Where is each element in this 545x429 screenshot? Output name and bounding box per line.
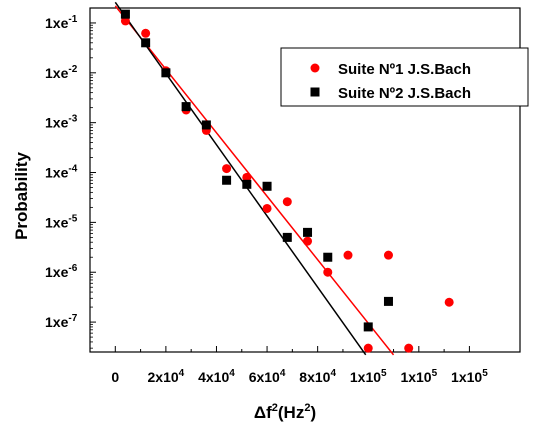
- data-points: [120, 9, 454, 353]
- y-tick-label: 1xe-5: [45, 213, 78, 230]
- y-tick-label: 1xe-6: [45, 263, 78, 280]
- legend-label-series-1: Suite Nº1 J.S.Bach: [338, 61, 471, 78]
- y-tick-label: 1xe-7: [45, 313, 78, 330]
- x-tick-label: 6x104: [249, 368, 286, 385]
- data-point-series-1: [323, 267, 333, 277]
- y-axis-title: Probability: [12, 152, 31, 240]
- data-point-series-1: [303, 236, 313, 246]
- y-tick-label: 1xe-1: [45, 14, 78, 31]
- data-point-series-1: [363, 343, 373, 353]
- data-point-series-2: [141, 38, 151, 48]
- data-point-series-1: [282, 197, 292, 207]
- data-point-series-1: [222, 164, 232, 174]
- legend-label-series-2: Suite Nº2 J.S.Bach: [338, 85, 471, 102]
- x-tick-label: 1x105: [350, 368, 387, 385]
- tick-labels: 0 2x104 4x104 6x104 8x104 1x105 1x105 1x105 1xe-…: [45, 14, 488, 385]
- data-point-series-1: [242, 172, 252, 182]
- data-point-series-2: [161, 68, 171, 78]
- x-axis-title: Δf2(Hz2): [254, 402, 316, 422]
- data-point-series-2: [222, 175, 232, 185]
- x-tick-label: 2x104: [148, 368, 185, 385]
- x-tick-label: 1x105: [400, 368, 437, 385]
- x-tick-label: 0: [111, 369, 119, 385]
- data-point-series-2: [383, 296, 393, 306]
- data-point-series-2: [242, 179, 252, 189]
- data-point-series-1: [404, 343, 414, 353]
- fit-line-series-2: [114, 1, 367, 356]
- data-point-series-2: [303, 227, 313, 237]
- legend-marker-series-1: [310, 63, 320, 73]
- data-point-series-2: [262, 181, 272, 191]
- data-point-series-2: [323, 252, 333, 262]
- data-point-series-1: [262, 203, 272, 213]
- y-tick-label: 1xe-4: [45, 164, 78, 181]
- axes-layer: [89, 7, 521, 353]
- data-point-series-1: [141, 28, 151, 38]
- data-point-series-2: [181, 102, 191, 112]
- fit-line-series-1: [114, 5, 395, 356]
- fit-lines: [114, 1, 395, 356]
- data-point-series-2: [201, 120, 211, 130]
- data-point-series-2: [120, 9, 130, 19]
- data-point-series-2: [363, 322, 373, 332]
- legend: Suite Nº1 J.S.Bach Suite Nº2 J.S.Bach: [280, 47, 529, 107]
- legend-marker-series-2: [310, 87, 320, 97]
- data-point-series-1: [444, 297, 454, 307]
- x-tick-label: 4x104: [198, 368, 235, 385]
- data-point-series-1: [343, 250, 353, 260]
- x-tick-label: 1x105: [451, 368, 488, 385]
- data-point-series-2: [282, 232, 292, 242]
- legend-box: [280, 47, 529, 107]
- y-tick-label: 1xe-3: [45, 114, 78, 131]
- y-tick-label: 1xe-2: [45, 64, 78, 81]
- x-tick-label: 8x104: [299, 368, 336, 385]
- data-point-series-1: [383, 250, 393, 260]
